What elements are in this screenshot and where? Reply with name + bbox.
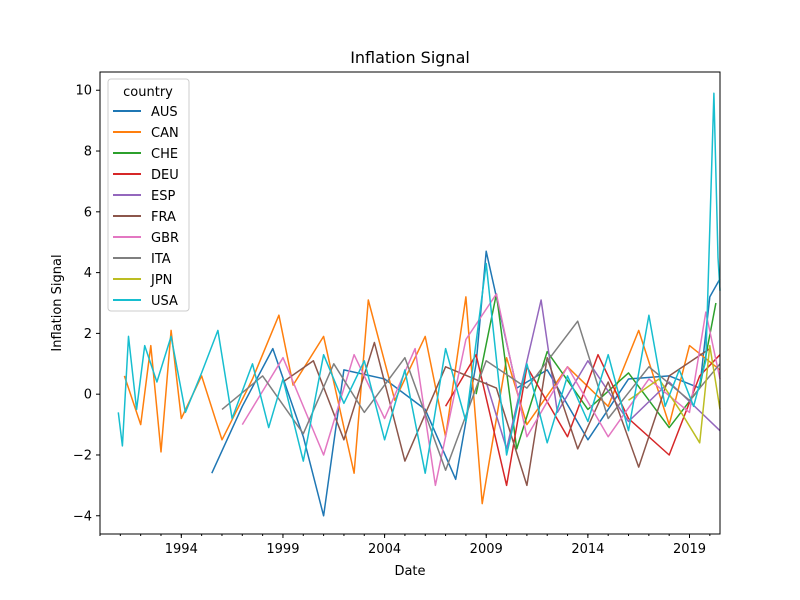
legend-label-fra: FRA	[151, 210, 176, 225]
series-line-can	[123, 296, 721, 505]
y-axis-ticks: −4 −2 0 2 4 6 8 10	[73, 84, 100, 524]
legend-label-ita: ITA	[151, 252, 171, 267]
y-tick-label: 0	[84, 388, 92, 403]
y-tick-label: 4	[84, 266, 92, 281]
legend-box	[107, 78, 190, 312]
x-tick-label: 2004	[368, 542, 401, 557]
x-tick-label: 2014	[571, 542, 604, 557]
series-line-aus	[211, 250, 721, 517]
legend-label-usa: USA	[151, 294, 178, 309]
chart-title: Inflation Signal	[350, 48, 470, 67]
series-line-fra	[282, 341, 711, 487]
series-line-usa	[117, 92, 721, 474]
x-tick-label: 2019	[673, 542, 706, 557]
x-tick-label: 1999	[266, 542, 299, 557]
plot-lines	[117, 92, 721, 517]
x-axis-label: Date	[394, 564, 425, 579]
y-tick-label: 2	[84, 327, 92, 342]
legend-label-can: CAN	[151, 126, 179, 141]
y-tick-label: 8	[84, 145, 92, 160]
legend-label-jpn: JPN	[150, 273, 172, 288]
y-tick-label: 10	[75, 84, 92, 99]
legend-label-che: CHE	[151, 147, 178, 162]
y-tick-label: −2	[73, 448, 92, 463]
legend-label-esp: ESP	[151, 189, 175, 204]
legend-label-deu: DEU	[151, 168, 179, 183]
y-axis-label: Inflation Signal	[50, 254, 65, 351]
plot-frame	[99, 71, 721, 535]
series-line-jpn	[628, 344, 721, 444]
x-axis-ticks: 1994 1999 2004 2009 2014 2019	[99, 534, 711, 557]
legend: country AUS CAN CHE DEU ESP FRA GBR ITA JPN USA	[107, 78, 190, 312]
legend-label-aus: AUS	[151, 105, 178, 120]
y-tick-label: −4	[73, 509, 92, 524]
y-tick-label: 6	[84, 205, 92, 220]
legend-label-gbr: GBR	[151, 231, 179, 246]
series-line-deu	[444, 353, 721, 487]
x-tick-label: 2009	[470, 542, 503, 557]
legend-title: country	[123, 85, 173, 100]
x-tick-label: 1994	[165, 542, 198, 557]
series-line-ita	[221, 320, 721, 471]
